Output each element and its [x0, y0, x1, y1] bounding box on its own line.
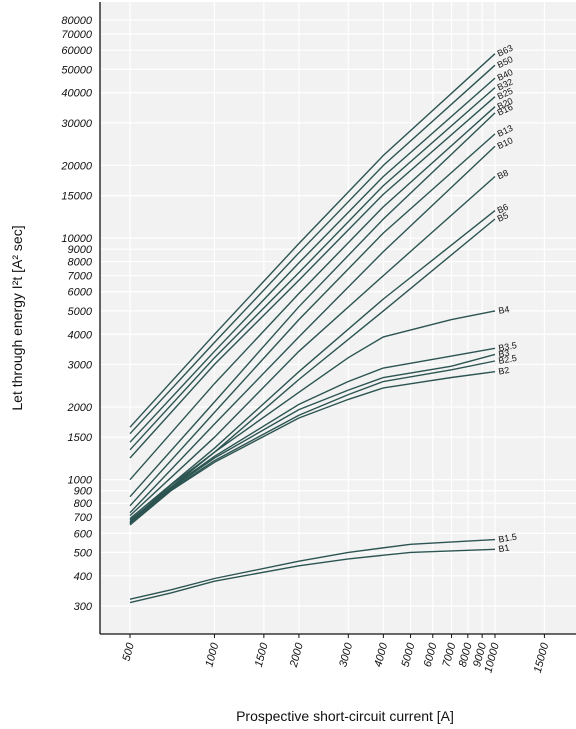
x-tick-label: 6000	[422, 641, 440, 669]
series-label: B8	[496, 168, 510, 182]
y-tick-label: 6000	[68, 287, 93, 299]
y-tick-label: 7000	[68, 271, 93, 283]
series-label: B3.5	[498, 340, 518, 353]
series-line-B4	[129, 310, 496, 523]
series-label: B3	[498, 348, 511, 360]
series-label: B6	[496, 202, 510, 216]
y-tick-label: 20000	[60, 160, 92, 172]
y-tick-label: 5000	[68, 306, 93, 318]
x-tick-label: 1500	[253, 641, 271, 669]
y-tick-label: 400	[74, 571, 93, 583]
y-tick-label: 700	[74, 512, 93, 524]
series-line-B1.5	[129, 538, 496, 600]
series-label: B5	[496, 210, 510, 224]
y-tick-label: 1000	[68, 475, 93, 487]
series-line-B2.5	[129, 360, 496, 525]
series-label: B2.5	[498, 353, 518, 366]
y-tick-label: 50000	[61, 64, 92, 76]
series-line-B1	[129, 548, 496, 604]
series-line-B3.5	[129, 347, 496, 524]
series-line-B13	[129, 133, 496, 507]
y-tick-label: 600	[74, 528, 93, 540]
y-tick-label: 40000	[61, 88, 92, 100]
series-label: B1	[498, 543, 511, 555]
y-tick-label: 4000	[68, 329, 93, 341]
series-label: B1.5	[498, 531, 518, 544]
x-tick-label: 1000	[203, 641, 221, 669]
series-line-B20	[129, 106, 496, 481]
series-label: B2	[498, 365, 511, 377]
y-tick-label: 500	[74, 547, 93, 559]
series-line-B2	[129, 371, 496, 526]
series-line-B63	[129, 53, 496, 428]
series-line-B6	[129, 210, 496, 520]
x-axis-title: Prospective short-circuit current [A]	[236, 708, 454, 724]
series-label: B4	[498, 304, 511, 316]
y-tick-label: 60000	[61, 45, 92, 57]
y-tick-label: 15000	[61, 191, 92, 203]
y-tick-label: 3000	[68, 359, 93, 371]
series-line-B50	[129, 64, 496, 435]
x-tick-label: 7000	[441, 641, 459, 669]
y-tick-label: 300	[74, 601, 93, 613]
y-tick-label: 70000	[61, 29, 92, 41]
plot-area	[99, 2, 576, 635]
series-line-B25	[129, 96, 496, 459]
x-tick-label: 15000	[532, 641, 552, 675]
y-tick-label: 8000	[68, 257, 93, 269]
y-tick-label: 1500	[68, 432, 93, 444]
x-tick-label: 2000	[288, 641, 306, 670]
series-line-B32	[129, 87, 496, 451]
x-tick-label: 500	[121, 641, 138, 663]
y-tick-label: 9000	[68, 244, 93, 256]
series-line-B16	[129, 112, 496, 498]
y-tick-label: 800	[74, 498, 93, 510]
series-line-B3	[129, 353, 496, 524]
x-tick-label: 5000	[400, 641, 418, 669]
x-axis-ticks: 500 1000 1500 2000 3000 4000 5000 6000 700080009…	[121, 634, 552, 674]
y-tick-label: 10000	[61, 233, 92, 245]
series-lines	[129, 53, 496, 604]
y-tick-label: 30000	[61, 118, 92, 130]
series-line-B8	[129, 175, 496, 517]
series-line-B40	[129, 77, 496, 443]
y-tick-label: 2000	[67, 402, 93, 414]
y-tick-label: 80000	[61, 15, 92, 27]
y-tick-label: 900	[74, 486, 93, 498]
y-axis-title: Let through energy I²t [A² sec]	[9, 225, 25, 410]
series-line-B5	[129, 218, 496, 521]
series-line-B10	[129, 145, 496, 514]
x-tick-label: 4000	[372, 641, 390, 669]
x-tick-label: 3000	[337, 641, 355, 669]
plot-background	[100, 2, 576, 634]
